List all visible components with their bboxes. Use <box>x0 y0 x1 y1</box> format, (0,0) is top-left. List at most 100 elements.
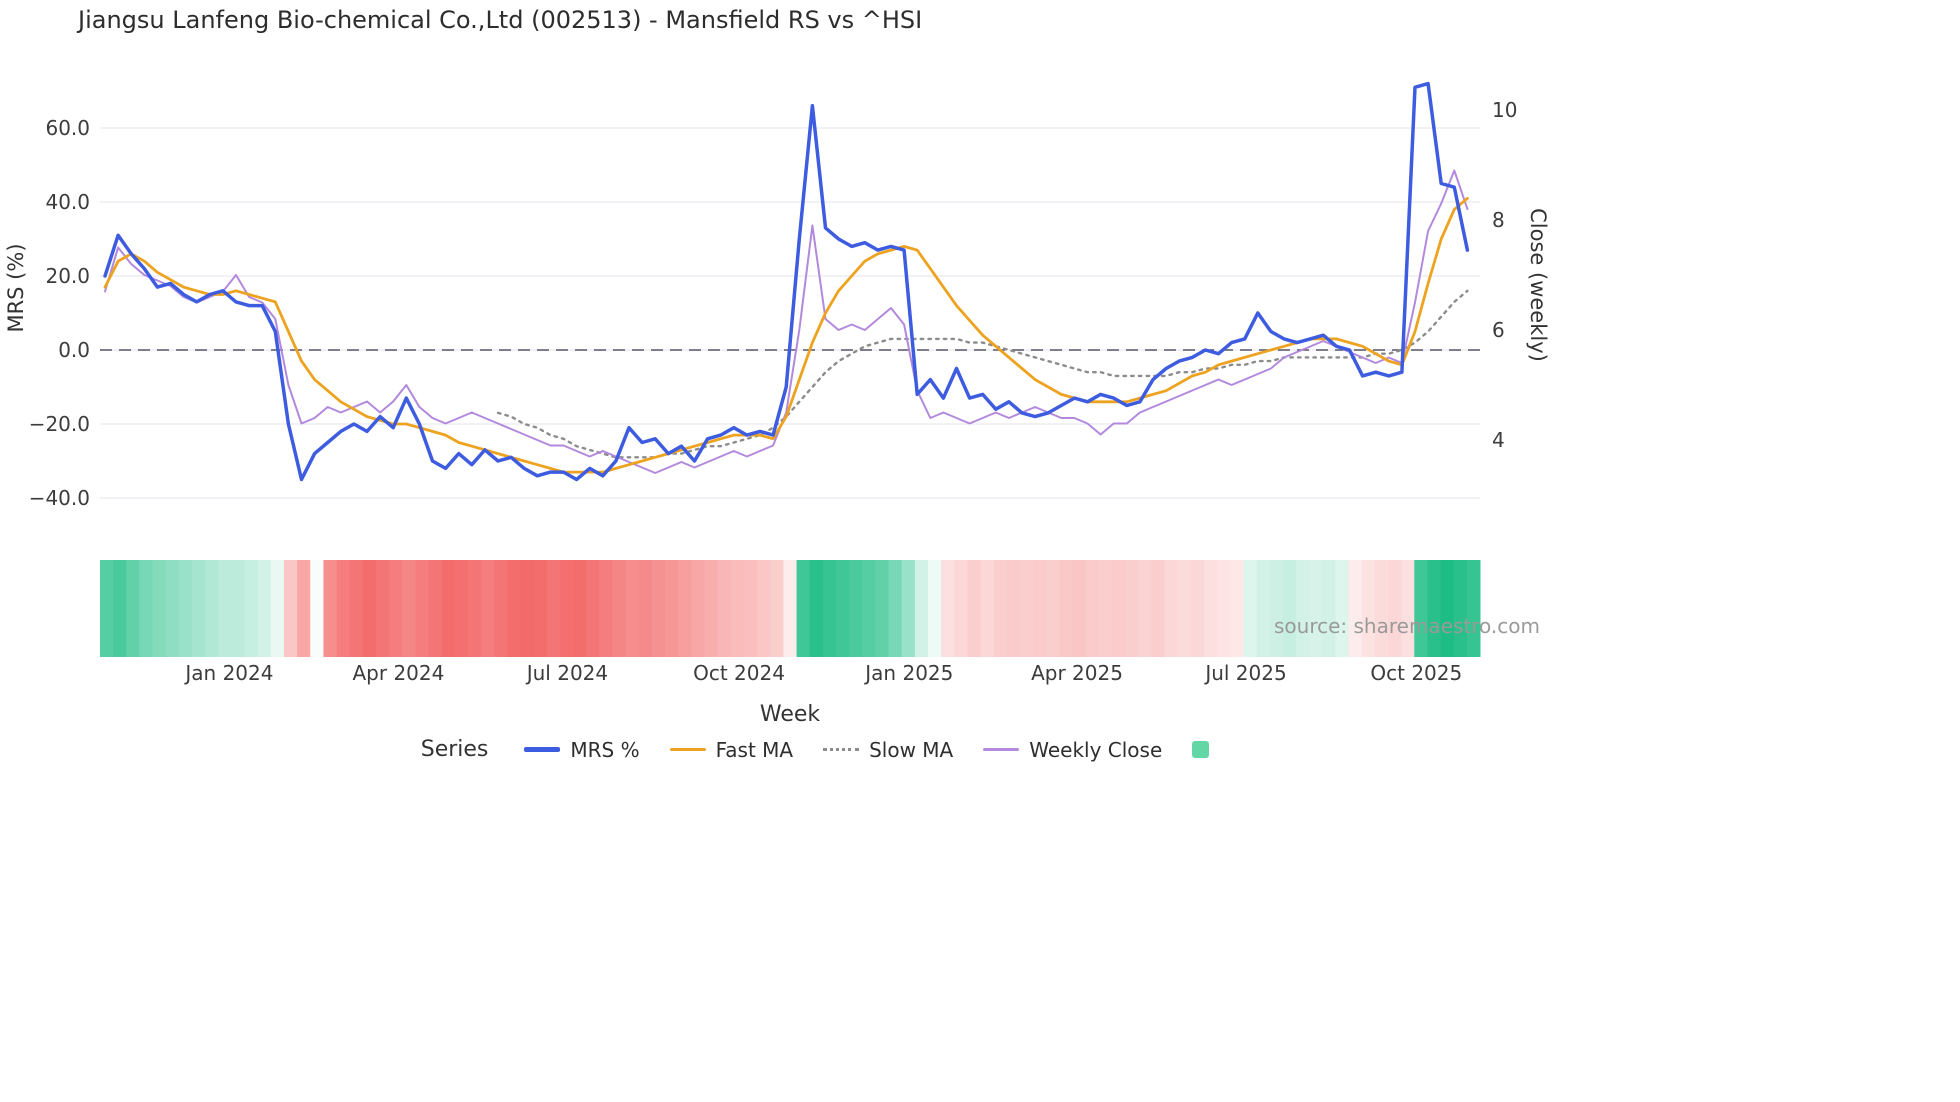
heat-strip-cell <box>1282 560 1297 657</box>
mrs-line-swatch <box>524 747 561 752</box>
plot-area: 60.0 40.0 20.0 0.0 −20.0 −40.0 10 8 6 4 Jan 2024 Ap… <box>4 81 1550 727</box>
weekly-close-line-swatch <box>983 748 1020 751</box>
series-line-mrs <box>103 81 1470 482</box>
heat-strip-cell <box>389 560 403 657</box>
x-axis-tick-label: Apr 2025 <box>1031 661 1123 685</box>
heat-strip-cell <box>231 560 246 657</box>
heat-strip-cell <box>914 560 929 657</box>
heat-strip-cell <box>612 560 627 657</box>
heat-strip-cell <box>533 560 548 657</box>
legend: Series MRS % Fast MA Slow MA Weekly Clos… <box>100 737 1530 762</box>
heat-strip-cell <box>1256 560 1271 657</box>
heat-strip-cell <box>507 560 522 657</box>
heat-strip-cell <box>336 560 351 657</box>
fast-ma-line-swatch <box>669 747 706 752</box>
legend-item-weekly-close: Weekly Close <box>983 738 1162 762</box>
heat-strip-cell <box>376 560 390 657</box>
heat-strip-cell <box>1243 560 1258 657</box>
heat-strip-cell <box>691 560 706 657</box>
heat-strip-cell <box>862 560 876 657</box>
heat-strip-cell <box>586 560 600 657</box>
heat-strip-cell <box>1361 560 1376 657</box>
heat-strip-cell <box>770 560 784 657</box>
y-axis-tick-label: 60.0 <box>45 116 90 140</box>
heat-strip-cell <box>1309 560 1323 657</box>
heat-strip-cell <box>349 560 364 657</box>
heat-strip-cell <box>100 560 114 657</box>
chart-canvas: 60.0 40.0 20.0 0.0 −20.0 −40.0 10 8 6 4 Jan 2024 Ap… <box>29 81 1517 685</box>
x-axis-tick-label: Apr 2024 <box>353 661 445 685</box>
heat-strip-cell <box>941 560 955 657</box>
heat-strip-cell <box>1296 560 1310 657</box>
heat-strip-cell <box>928 560 942 657</box>
heat-strip-cell <box>1440 560 1455 657</box>
chart-title: Jiangsu Lanfeng Bio-chemical Co.,Ltd (00… <box>78 6 923 34</box>
heat-strip-cell <box>638 560 653 657</box>
heat-strip-cell <box>1230 560 1244 657</box>
heat-strip-cell <box>993 560 1008 657</box>
heat-strip-cell <box>665 560 679 657</box>
heat-strip-cell <box>967 560 982 657</box>
heat-strip-cell <box>704 560 719 657</box>
heat-strip-cell <box>822 560 837 657</box>
heat-strip-cell <box>1006 560 1021 657</box>
heat-strip-cell <box>192 560 206 657</box>
heat-strip-cell <box>1059 560 1074 657</box>
heat-strip-cell <box>270 560 285 657</box>
heat-strip-cell <box>560 560 574 657</box>
heat-strip-cell <box>901 560 916 657</box>
heat-strip-cell <box>178 560 193 657</box>
x-axis-tick-label: Jan 2024 <box>183 661 273 685</box>
heat-strip-cell <box>1112 560 1126 657</box>
heat-strip-cell <box>244 560 259 657</box>
heat-strip-cell <box>1269 560 1284 657</box>
heat-strip-cell <box>126 560 140 657</box>
heat-strip-cell <box>1414 560 1428 657</box>
heat-strip-cell <box>757 560 771 657</box>
heat-strip-cell <box>454 560 469 657</box>
heat-strip-cell <box>1072 560 1087 657</box>
x-axis-tick-label: Oct 2024 <box>693 661 785 685</box>
heat-strip-cell <box>468 560 482 657</box>
heat-strip-cell <box>1388 560 1402 657</box>
heat-strip-cell <box>849 560 863 657</box>
heat-strip-cell <box>1335 560 1350 657</box>
heat-strip-cell <box>836 560 850 657</box>
heat-strip-cell <box>1453 560 1468 657</box>
heat-strip-cell <box>1098 560 1113 657</box>
heat-strip-cell <box>678 560 692 657</box>
heat-strip-cell <box>1085 560 1100 657</box>
heat-strip-cell <box>954 560 968 657</box>
series-line-slow-ma <box>496 289 1469 459</box>
heat-strip-cell <box>1466 560 1481 657</box>
right-axis-tick-label: 4 <box>1492 428 1505 452</box>
left-axis-title: MRS (%) <box>4 243 28 333</box>
heat-strip-cell <box>297 560 311 657</box>
heat-strip-cell <box>652 560 666 657</box>
heat-strip-cell <box>730 560 745 657</box>
heat-strip-cell <box>1151 560 1166 657</box>
legend-item-mrs: MRS % <box>524 738 640 762</box>
right-axis-tick-label: 8 <box>1492 208 1505 232</box>
heat-strip-cell <box>1138 560 1152 657</box>
right-axis-title: Close (weekly) <box>1526 208 1550 362</box>
heat-strip-cell <box>1204 560 1218 657</box>
heat-strip-cell <box>1374 560 1389 657</box>
heat-strip-cell <box>1427 560 1442 657</box>
legend-label-fast-ma: Fast MA <box>715 737 794 762</box>
heat-strip-cell <box>1217 560 1231 657</box>
heat-strip-cell <box>796 560 811 657</box>
heat-strip-cell <box>415 560 430 657</box>
heat-strip-cell <box>284 560 298 657</box>
y-axis-tick-label: 0.0 <box>58 338 90 362</box>
y-axis-tick-label: 20.0 <box>45 264 90 288</box>
slow-ma-line-swatch <box>823 748 860 751</box>
heat-strip-cell <box>875 560 890 657</box>
legend-label-weekly-close: Weekly Close <box>1029 737 1163 762</box>
heat-strip-cell <box>980 560 995 657</box>
heat-strip-cell <box>546 560 561 657</box>
legend-title: Series <box>420 737 489 762</box>
heat-strip-cell <box>323 560 338 657</box>
heat-strip-cell <box>139 560 154 657</box>
